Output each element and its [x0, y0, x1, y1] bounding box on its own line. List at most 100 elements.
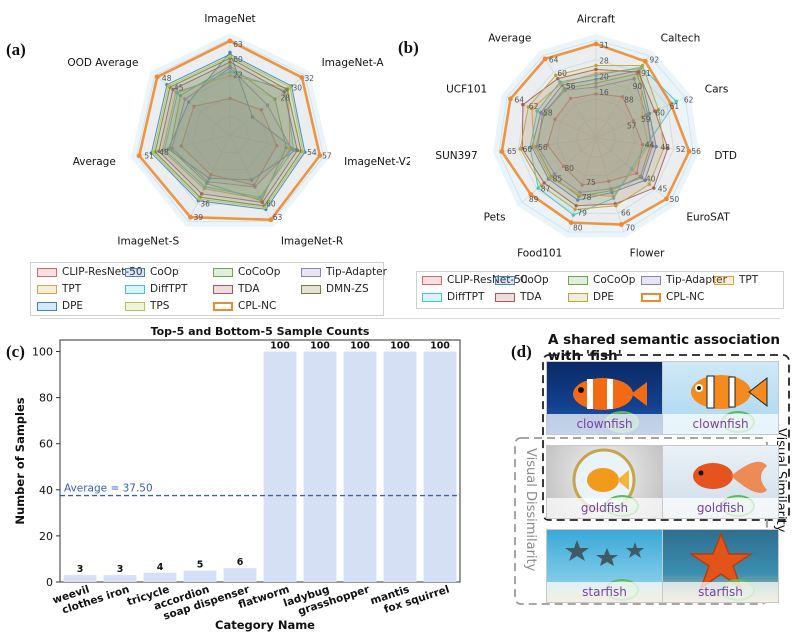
series-point-CLIP-ResNet-50: [635, 171, 639, 175]
radar-value-label: 36: [200, 199, 210, 208]
radar-value-label: 80: [564, 164, 574, 173]
image-caption: goldfish: [663, 498, 778, 518]
radar-axis-label: DTD: [714, 150, 737, 162]
legend-label: DiffTPT: [447, 291, 485, 303]
radar-value-label: 90: [633, 82, 643, 91]
radar-value-label: 39: [194, 213, 204, 222]
radar-grid-ring: [498, 39, 694, 233]
series-point-CPL-NC: [619, 222, 624, 227]
radar-spoke: [595, 137, 694, 153]
image-caption: starfish: [547, 582, 662, 602]
legend-label: CoOp: [150, 266, 179, 278]
bar-value-label: 100: [430, 341, 450, 352]
radar-grid-ring: [192, 96, 268, 170]
series-point-Tip-Adapter: [170, 146, 174, 150]
radar-value-label: 56: [566, 82, 576, 91]
radar-value-label: 63: [233, 40, 243, 49]
series-point-CoCoOp: [178, 93, 183, 98]
series-point-CoOp: [207, 176, 211, 180]
series-point-CPL-NC: [299, 75, 305, 80]
radar-value-label: 40: [646, 174, 656, 183]
series-point-DiffTPT: [644, 143, 649, 147]
radar-value-label: 79: [577, 208, 587, 217]
series-point-CLIP-ResNet-50: [640, 142, 645, 147]
legend-swatch: [495, 275, 515, 285]
radar-value-label: 61: [670, 102, 680, 111]
series-point-CLIP-ResNet-50: [179, 144, 184, 148]
series-point-DPE: [526, 105, 530, 109]
radar-value-label: 60: [557, 69, 567, 78]
radar-axis-label: ImageNet-A: [322, 57, 385, 69]
series-point-TPT: [577, 192, 582, 197]
radar-value-label: 28: [599, 57, 609, 66]
legend-swatch: [495, 292, 515, 302]
legend-swatch: [641, 292, 661, 302]
series-point-DiffTPT: [528, 145, 532, 150]
starfish-icon: [565, 540, 644, 566]
series-point-TDA: [228, 60, 232, 64]
legend-item: CoCoOp: [213, 266, 280, 278]
series-point-CPL-NC: [188, 214, 193, 220]
legend-swatch: [714, 275, 734, 285]
series-polygon-CPL-NC: [137, 39, 322, 222]
series-point-DPE: [594, 63, 598, 68]
series-point-TDA: [666, 146, 670, 151]
radar-value-label: 62: [684, 95, 694, 104]
series-point-TDA: [556, 76, 560, 81]
legend-label: CPL-NC: [666, 291, 705, 303]
series-point-CLIP-ResNet-50: [228, 96, 232, 101]
legend-item: DMN-ZS: [301, 283, 369, 295]
legend-label: TPS: [150, 300, 170, 312]
panel-label-c: (c): [6, 342, 25, 361]
legend-swatch: [301, 284, 321, 294]
series-point-DiffTPT: [611, 196, 616, 200]
series-point-DPE: [539, 183, 543, 188]
similarity-box: [542, 354, 790, 521]
radar-axis-label: Food101: [517, 248, 562, 260]
chart-title: Top-5 and Bottom-5 Sample Counts: [151, 325, 370, 338]
series-point-CPL-NC: [227, 38, 233, 44]
legend-item: DiffTPT: [125, 283, 187, 295]
series-polygon-DPE: [519, 64, 665, 210]
legend-label: CoCoOp: [238, 266, 281, 278]
series-point-CPL-NC: [568, 220, 574, 226]
series-point-CLIP-ResNet-50: [553, 117, 557, 121]
dissimilarity-box: [514, 437, 768, 605]
bar-value-label: 100: [310, 341, 330, 352]
radar-value-label: 16: [599, 88, 609, 97]
series-point-Tip-Adapter: [640, 176, 644, 180]
series-point-DiffTPT: [228, 69, 232, 74]
bar-tricycle: [143, 572, 177, 582]
series-point-CLIP-ResNet-50: [259, 108, 264, 112]
radar-value-label: 91: [641, 69, 651, 78]
panel-label-a: (a): [6, 40, 26, 59]
legend-item: TPT: [37, 283, 81, 295]
y-tick-label: 20: [39, 530, 53, 543]
radar-value-label: 88: [624, 95, 634, 104]
series-point-DiffTPT: [629, 167, 634, 171]
radar-value-label: 22: [233, 71, 243, 80]
series-point-TDA: [199, 192, 204, 196]
series-point-TPS: [288, 85, 292, 89]
legend-swatch: [422, 292, 442, 302]
series-point-TDA: [636, 70, 641, 74]
series-point-TDA: [542, 181, 546, 185]
legend-swatch: [568, 275, 588, 285]
series-point-DPE: [518, 147, 523, 151]
radar-value-label: 65: [507, 147, 517, 156]
series-point-Tip-Adapter: [594, 85, 598, 89]
dashed-groups: [514, 354, 790, 605]
series-point-DiffTPT: [558, 80, 562, 84]
legend-label: Tip-Adapter: [326, 266, 387, 278]
series-point-Tip-Adapter: [183, 97, 187, 101]
series-point-CoCoOp: [273, 97, 277, 101]
bar-accordion: [183, 570, 217, 582]
radar-value-label: 44: [645, 141, 655, 150]
legend-label: TPT: [62, 283, 82, 295]
series-point-CPL-NC: [136, 153, 142, 159]
legend-label: TPT: [739, 274, 759, 286]
legend-swatch: [125, 267, 145, 277]
series-polygon-TDA: [158, 61, 298, 204]
series-point-CPL-NC: [317, 153, 323, 158]
radar-value-label: 28: [281, 93, 291, 102]
